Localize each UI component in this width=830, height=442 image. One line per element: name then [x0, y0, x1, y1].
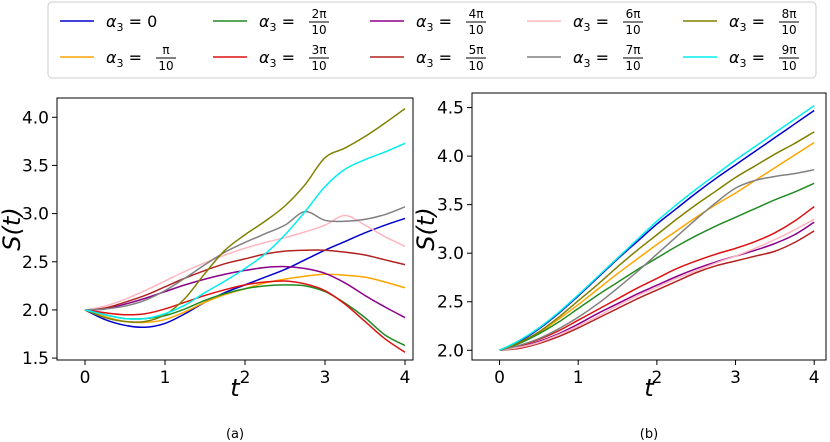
panel-a-series-line: [84, 280, 406, 353]
legend-fraction-denominator: 10: [625, 59, 640, 73]
panel-a-ytick-label: 3.0: [22, 205, 49, 225]
legend-fraction-numerator: 8π: [782, 7, 797, 21]
panel-a-series-line: [84, 206, 406, 311]
panel-b-series-line: [499, 105, 815, 351]
legend-entry: α3 = 8π 10: [683, 7, 799, 37]
legend-entry: α3 = π 10: [60, 43, 176, 73]
legend-label: α3 = 0: [106, 12, 157, 34]
legend-fraction-denominator: 10: [468, 23, 483, 37]
legend-fraction-denominator: 10: [625, 23, 640, 37]
panel-b-series-line: [499, 230, 815, 352]
panel-a-frame: [56, 97, 414, 361]
panel-b-ytick-label: 3.0: [437, 244, 464, 264]
panel-b-xtick-label: 3: [730, 368, 741, 388]
legend-label: α3 =: [573, 12, 609, 34]
legend-fraction-numerator: 6π: [626, 7, 641, 21]
panel-a-series-line: [84, 142, 406, 320]
panel-b-frame: [471, 92, 827, 361]
legend-label: α3 =: [259, 48, 295, 70]
legend-fraction-numerator: π: [162, 43, 169, 57]
legend-fraction-numerator: 5π: [469, 43, 484, 57]
legend-entry: α3 = 4π 10: [370, 7, 486, 37]
panel-b-series-line: [499, 218, 815, 352]
legend-fraction-denominator: 10: [781, 23, 796, 37]
legend-label: α3 =: [106, 48, 142, 70]
panel-a-xtick-label: 1: [160, 368, 171, 388]
legend-entry: α3 = 3π 10: [213, 43, 329, 73]
panel-a-ytick-label: 2.0: [22, 301, 49, 321]
panel-a-series-line: [84, 107, 406, 323]
panel-a-xtick-label: 4: [400, 368, 411, 388]
legend-entry: α3 = 9π 10: [683, 43, 799, 73]
panel-b-xtick-label: 4: [809, 368, 820, 388]
legend-entry: α3 = 6π 10: [527, 7, 643, 37]
panel-b-series-line: [499, 205, 815, 352]
legend: α3 = 0 α3 = π 10 α3 = 2π 10 α3 = 3π 10 α3 = 4π 1…: [47, 1, 817, 79]
panel-a-ytick-label: 2.5: [22, 253, 49, 273]
panel-b-xlabel: t: [644, 374, 655, 402]
legend-fraction-numerator: 3π: [312, 43, 327, 57]
panel-a-xtick-label: 2: [240, 368, 251, 388]
panel-b-ytick-label: 2.0: [437, 341, 464, 361]
panel-a-series-lines: [84, 107, 406, 353]
panel-b-caption: (b): [640, 427, 658, 442]
panel-b-xtick-label: 1: [573, 368, 584, 388]
legend-fraction-denominator: 10: [468, 59, 483, 73]
panel-b-series-line: [499, 168, 815, 352]
panel-a-xtick-label: 3: [320, 368, 331, 388]
panel-a-caption: (a): [226, 427, 244, 442]
panel-b-series-line: [499, 141, 815, 351]
legend-fraction-denominator: 10: [311, 59, 326, 73]
panel-a-series-line: [84, 249, 406, 311]
legend-label: α3 =: [573, 48, 609, 70]
panel-b-ytick-label: 4.5: [437, 99, 464, 119]
legend-label: α3 =: [729, 12, 765, 34]
legend-label: α3 =: [259, 12, 295, 34]
legend-entry: α3 = 7π 10: [527, 43, 643, 73]
panel-b-ytick-label: 3.5: [437, 196, 464, 216]
legend-fraction-numerator: 4π: [469, 7, 484, 21]
panel-b-ylabel: S(t): [412, 207, 440, 250]
panel-b: 0 1 2 3 4 2.0 2.5 3.0 3.5 4.0 4.5 t S(t) (b): [412, 92, 827, 442]
legend-entry: α3 = 2π 10: [213, 7, 329, 37]
panel-b-xtick-label: 0: [494, 368, 505, 388]
panel-a-series-line: [84, 214, 406, 311]
legend-label: α3 =: [416, 12, 452, 34]
panel-a-xtick-label: 0: [80, 368, 91, 388]
legend-fraction-numerator: 9π: [782, 43, 797, 57]
legend-entry: α3 = 0: [60, 12, 157, 34]
panel-b-xtick-label: 2: [651, 368, 662, 388]
panel-b-series-line: [499, 182, 815, 351]
legend-label: α3 =: [729, 48, 765, 70]
legend-fraction-denominator: 10: [781, 59, 796, 73]
legend-fraction-numerator: 7π: [626, 43, 641, 57]
panel-a-ylabel: S(t): [0, 207, 26, 250]
panel-b-series-line: [499, 221, 815, 352]
panel-a-series-line: [84, 265, 406, 319]
legend-fraction-numerator: 2π: [312, 7, 327, 21]
panel-b-series-line: [499, 131, 815, 351]
legend-label: α3 =: [416, 48, 452, 70]
panel-b-series-line: [499, 109, 815, 351]
panel-b-ytick-label: 4.0: [437, 147, 464, 167]
panel-b-ytick-label: 2.5: [437, 293, 464, 313]
legend-entry: α3 = 5π 10: [370, 43, 486, 73]
panel-b-series-lines: [499, 105, 815, 352]
panel-a-xlabel: t: [230, 374, 241, 402]
legend-fraction-denominator: 10: [158, 59, 173, 73]
panel-a: 0 1 2 3 4 1.5 2.0 2.5 3.0 3.5 4.0 t S(t) (a): [0, 97, 414, 442]
panel-a-ytick-label: 4.0: [22, 108, 49, 128]
panel-a-ytick-label: 3.5: [22, 156, 49, 176]
legend-fraction-denominator: 10: [311, 23, 326, 37]
panel-a-ytick-label: 1.5: [22, 349, 49, 369]
